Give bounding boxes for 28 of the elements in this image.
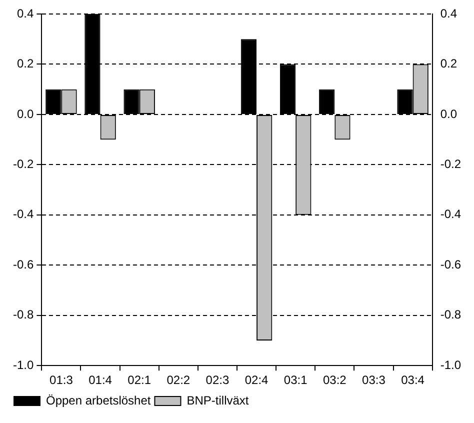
y-tick-label: -0.2	[12, 157, 34, 171]
y-tick-label: 0.0	[16, 106, 34, 121]
x-tick-label: 02:4	[244, 373, 269, 388]
y-tick-label: -0.8	[12, 308, 34, 322]
x-tick-label: 02:3	[206, 373, 230, 388]
y2-tick-label: -0.2	[440, 157, 462, 171]
legend-label: Öppen arbetslöshet	[46, 393, 152, 408]
y-tick-label: 0.2	[16, 56, 34, 71]
x-tick-label: 02:1	[128, 373, 152, 388]
y-tick-label: 0.4	[16, 6, 34, 20]
y-tick-label: -0.6	[12, 257, 34, 272]
y-tick-label: -1.0	[12, 358, 34, 372]
y-tick-label: -0.4	[12, 207, 34, 222]
x-tick-label: 01:3	[50, 373, 74, 388]
x-tick-label: 01:4	[88, 373, 112, 388]
y2-tick-label: 0.0	[440, 106, 458, 121]
y2-tick-label: -0.8	[440, 308, 462, 322]
x-tick-label: 03:3	[362, 373, 386, 388]
x-tick-label: 02:2	[166, 373, 190, 388]
legend-label: BNP-tillväxt	[186, 393, 250, 408]
y2-tick-label: -1.0	[440, 358, 462, 372]
y2-tick-label: -0.4	[440, 207, 462, 222]
y2-tick-label: -0.6	[440, 257, 462, 272]
x-tick-label: 03:2	[322, 373, 347, 388]
x-tick-label: 03:1	[284, 373, 308, 388]
y2-tick-label: 0.2	[440, 56, 458, 71]
x-tick-label: 03:4	[401, 373, 425, 388]
y2-tick-label: 0.4	[440, 6, 458, 20]
